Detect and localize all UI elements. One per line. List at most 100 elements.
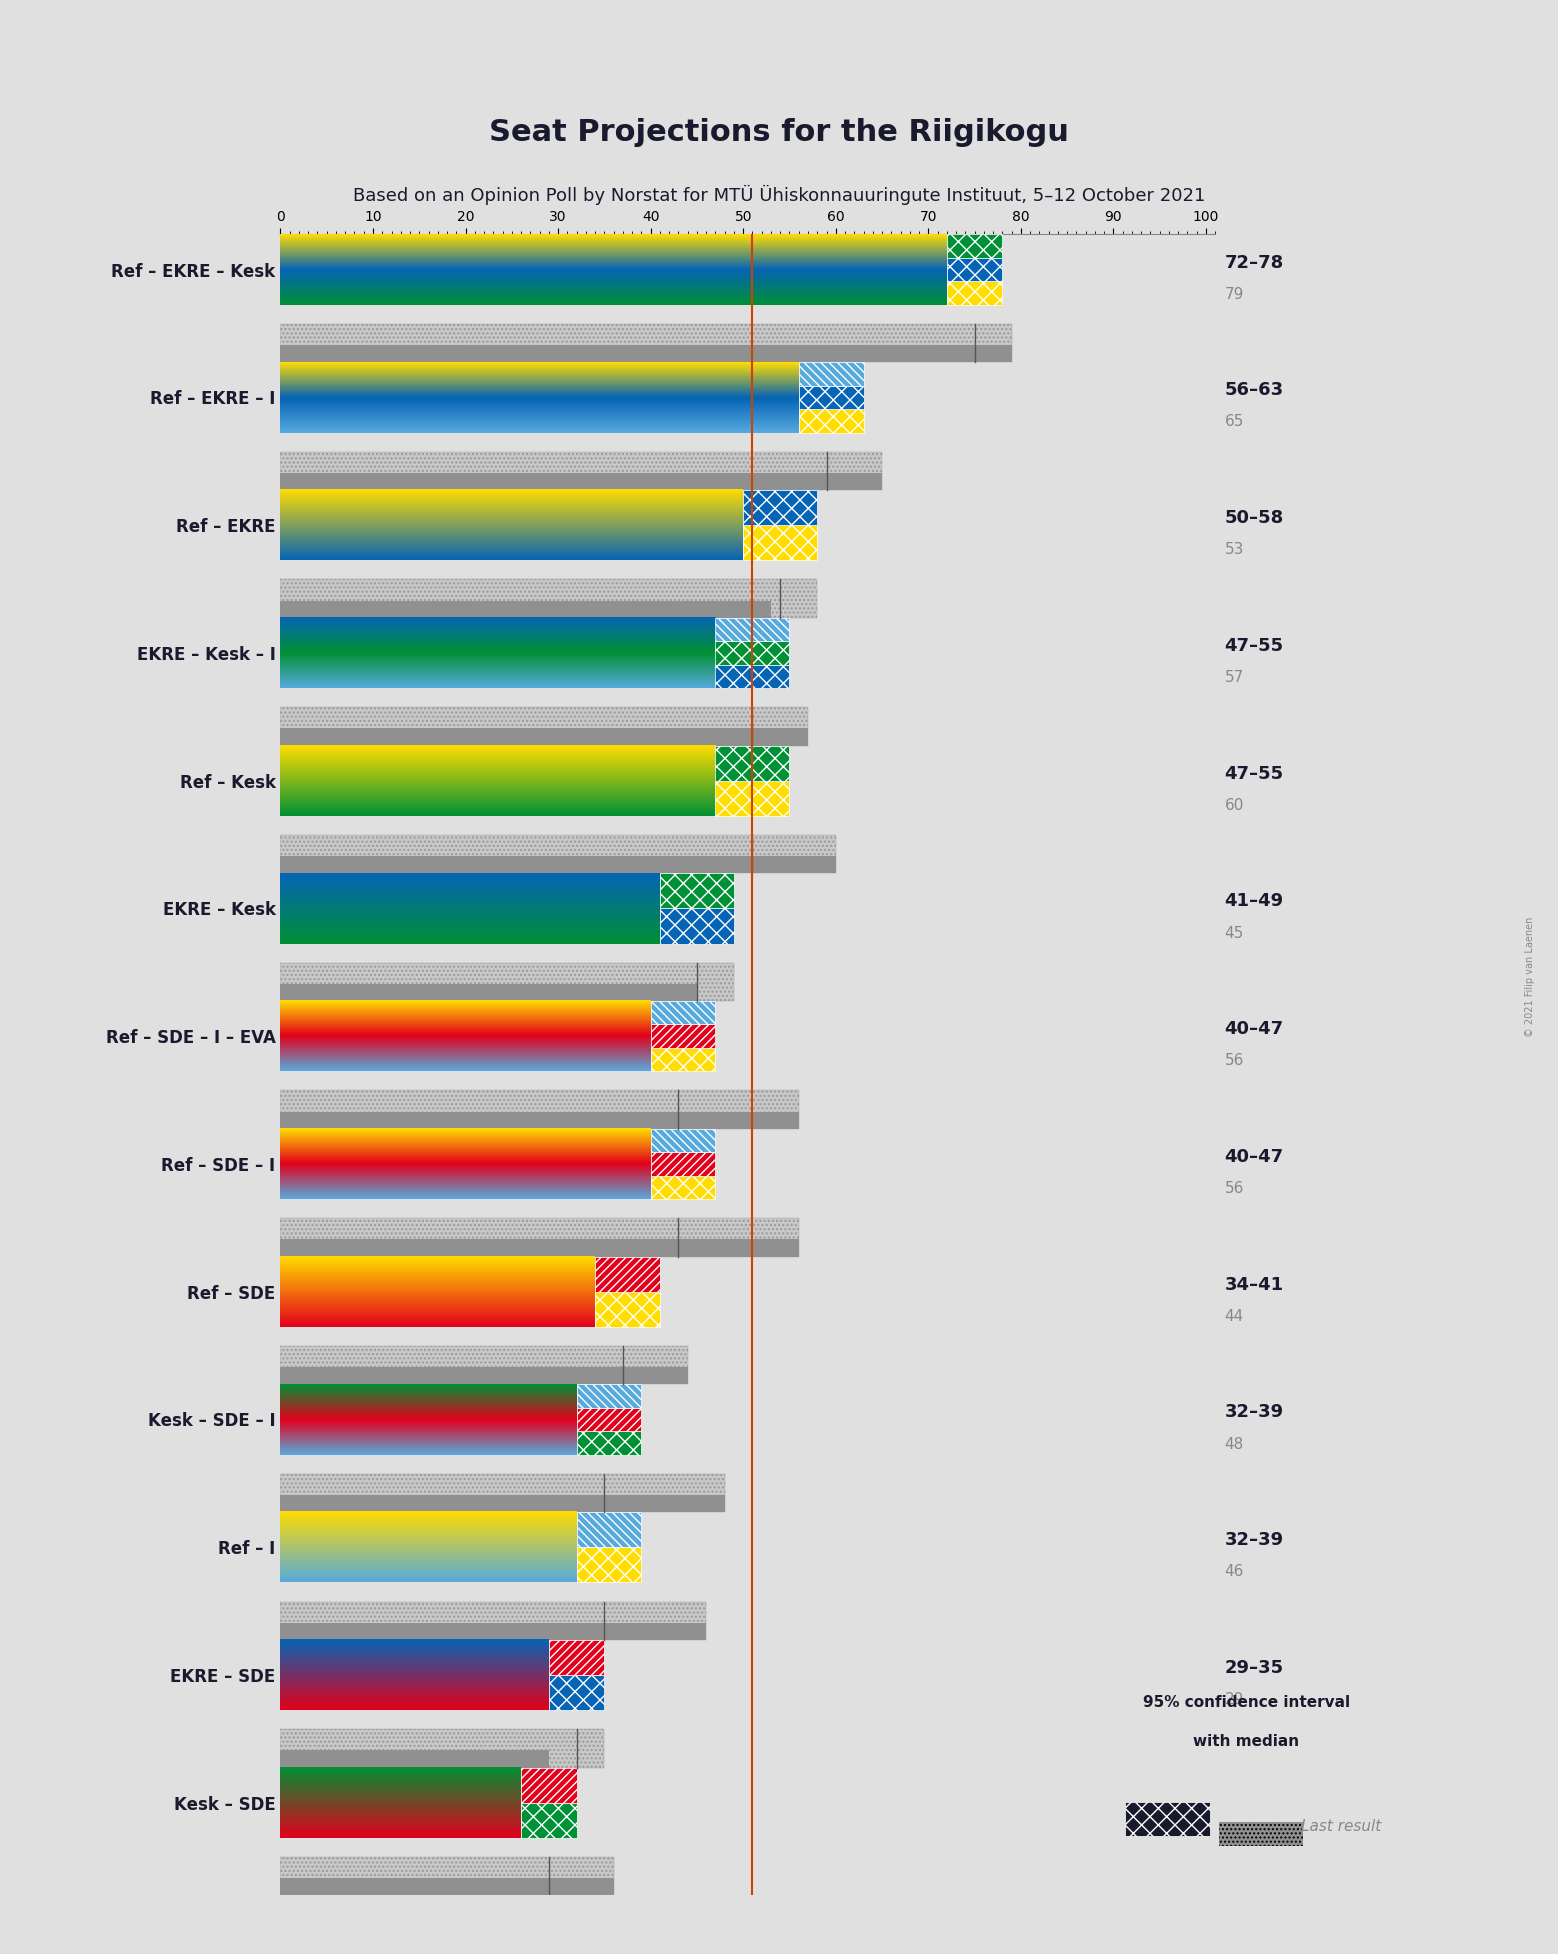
Text: 56: 56: [1225, 1180, 1243, 1196]
Text: Seat Projections for the Riigikogu: Seat Projections for the Riigikogu: [489, 117, 1069, 147]
Bar: [715, 746, 790, 782]
Bar: [651, 1047, 715, 1071]
Text: 79: 79: [1225, 287, 1243, 301]
Bar: [280, 1729, 605, 1768]
Bar: [280, 1346, 687, 1383]
Text: 29–35: 29–35: [1225, 1659, 1284, 1677]
Bar: [280, 707, 809, 746]
Bar: [947, 258, 1002, 281]
Bar: [280, 1346, 687, 1383]
Bar: [947, 234, 1002, 258]
Bar: [576, 1383, 642, 1407]
Text: 50–58: 50–58: [1225, 510, 1284, 528]
Bar: [280, 1239, 799, 1256]
Bar: [280, 983, 696, 1000]
Bar: [280, 1856, 614, 1895]
Text: 26–32: 26–32: [1225, 1786, 1284, 1805]
Bar: [576, 1407, 642, 1430]
Bar: [280, 1495, 724, 1512]
Bar: [280, 963, 734, 1000]
Bar: [280, 834, 835, 873]
Bar: [280, 856, 835, 873]
Bar: [280, 580, 818, 617]
Text: 56: 56: [1225, 1053, 1243, 1069]
Bar: [799, 361, 863, 385]
Bar: [280, 1602, 706, 1639]
Text: 36: 36: [1225, 1819, 1243, 1835]
Bar: [651, 1176, 715, 1200]
Bar: [947, 281, 1002, 305]
Bar: [743, 490, 818, 526]
Text: 44: 44: [1225, 1309, 1243, 1323]
Bar: [715, 641, 790, 664]
Text: 53: 53: [1225, 541, 1243, 557]
Bar: [661, 909, 734, 944]
Bar: [280, 1090, 799, 1129]
Bar: [576, 1430, 642, 1454]
Bar: [799, 408, 863, 432]
Bar: [280, 707, 809, 746]
Text: 41–49: 41–49: [1225, 893, 1284, 911]
Text: 32–39: 32–39: [1225, 1532, 1284, 1550]
Bar: [651, 1024, 715, 1047]
Bar: [280, 473, 882, 490]
Bar: [715, 782, 790, 815]
Bar: [595, 1256, 661, 1292]
Text: 47–55: 47–55: [1225, 764, 1284, 784]
Text: 48: 48: [1225, 1436, 1243, 1452]
Bar: [280, 1622, 706, 1639]
Bar: [280, 580, 818, 617]
Bar: [576, 1512, 642, 1548]
Bar: [1218, 1821, 1302, 1847]
Bar: [280, 1878, 614, 1895]
Bar: [280, 1217, 799, 1256]
Text: 40–47: 40–47: [1225, 1020, 1284, 1038]
Bar: [280, 451, 882, 490]
Text: 32–39: 32–39: [1225, 1403, 1284, 1421]
Text: 60: 60: [1225, 797, 1243, 813]
Bar: [743, 526, 818, 561]
Bar: [280, 963, 734, 1000]
Bar: [280, 1368, 687, 1383]
Text: with median: with median: [1193, 1733, 1299, 1749]
Bar: [280, 1751, 548, 1768]
Text: 57: 57: [1225, 670, 1243, 686]
Bar: [280, 600, 771, 617]
Bar: [280, 451, 882, 490]
Bar: [715, 664, 790, 688]
Text: 45: 45: [1225, 926, 1243, 940]
Text: 95% confidence interval: 95% confidence interval: [1144, 1694, 1349, 1710]
Bar: [548, 1675, 605, 1710]
Bar: [595, 1292, 661, 1327]
Text: 46: 46: [1225, 1565, 1243, 1579]
Bar: [651, 1000, 715, 1024]
Bar: [576, 1548, 642, 1583]
Bar: [280, 1090, 799, 1129]
Text: 47–55: 47–55: [1225, 637, 1284, 655]
Bar: [280, 324, 1011, 361]
Text: 40–47: 40–47: [1225, 1147, 1284, 1167]
Bar: [280, 1473, 724, 1512]
Text: 72–78: 72–78: [1225, 254, 1284, 272]
Bar: [651, 1153, 715, 1176]
Bar: [661, 873, 734, 909]
Bar: [280, 1729, 605, 1768]
Text: 56–63: 56–63: [1225, 381, 1284, 399]
Bar: [651, 1129, 715, 1153]
Text: Last result: Last result: [1301, 1819, 1382, 1835]
Text: Based on an Opinion Poll by Norstat for MTÜ Ühiskonnauuringute Instituut, 5–12 O: Based on an Opinion Poll by Norstat for …: [352, 186, 1206, 205]
Bar: [280, 1217, 799, 1256]
Bar: [715, 617, 790, 641]
Text: 34–41: 34–41: [1225, 1276, 1284, 1294]
Bar: [280, 729, 809, 746]
Bar: [280, 1856, 614, 1895]
Bar: [548, 1639, 605, 1675]
Text: 29: 29: [1225, 1692, 1243, 1708]
Bar: [799, 385, 863, 408]
Bar: [280, 324, 1011, 361]
Bar: [280, 1112, 799, 1129]
Bar: [280, 1602, 706, 1639]
Bar: [520, 1804, 576, 1839]
Text: 65: 65: [1225, 414, 1243, 430]
Bar: [520, 1768, 576, 1804]
